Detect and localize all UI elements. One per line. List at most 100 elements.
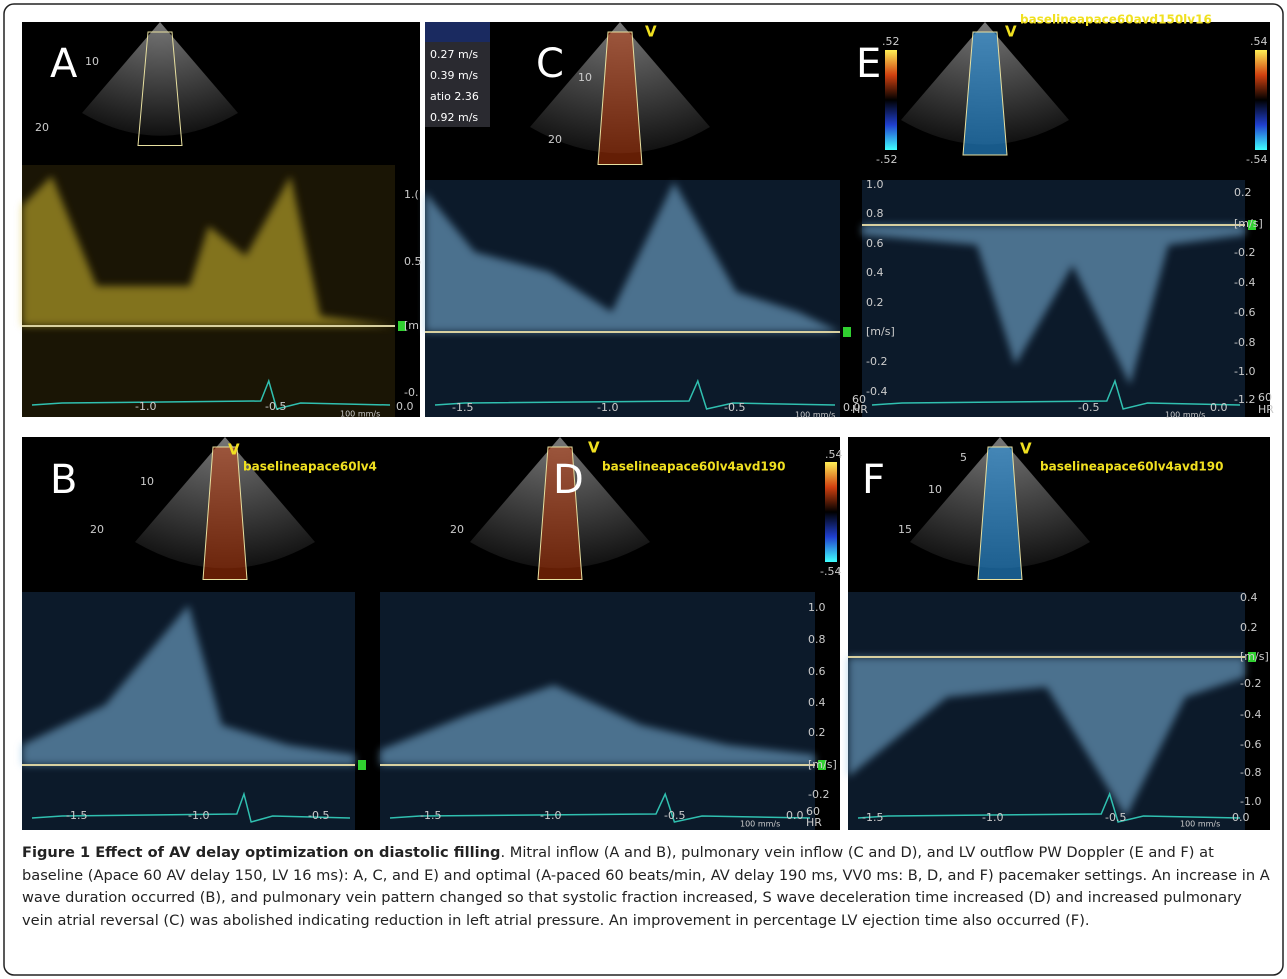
- panel-label: 100 mm/s: [740, 820, 780, 829]
- panel-label: 0.92 m/s: [430, 111, 478, 124]
- panel-label: [m/s]: [1234, 217, 1263, 230]
- panel-label: -.54: [1246, 153, 1267, 166]
- color-bar: [885, 50, 897, 150]
- panel-letter: F: [862, 457, 885, 503]
- panel-label: -0.5: [308, 809, 329, 822]
- panel-label: 5: [960, 451, 967, 464]
- panel-label: -1.0: [982, 811, 1003, 824]
- panel-label: 0.2: [1234, 186, 1252, 199]
- panel-label: 10: [578, 71, 592, 84]
- panel-label: 100 mm/s: [1165, 411, 1205, 420]
- panel-label: -0.5: [664, 809, 685, 822]
- panel-label: -1.0: [597, 401, 618, 414]
- panel-label: -1.5: [862, 811, 883, 824]
- panel-label: 100 mm/s: [1180, 820, 1220, 829]
- caption-title: Figure 1 Effect of AV delay optimization…: [22, 844, 500, 861]
- panel-label: -0.8: [1234, 336, 1255, 349]
- panel-label: -0.2: [1240, 677, 1261, 690]
- panel-label: -1.0: [188, 809, 209, 822]
- panel-letter: E: [856, 41, 881, 87]
- panel-label: baselineapace60lv4avd190: [602, 460, 785, 474]
- panel-label: 0.5: [404, 255, 422, 268]
- color-bar: [825, 462, 837, 562]
- panel-label: 100 mm/s: [795, 411, 835, 420]
- panel-label: 0.8: [808, 633, 826, 646]
- panel-label: -0.6: [1240, 738, 1261, 751]
- panel-label: 15: [898, 523, 912, 536]
- panel-label: 0.8: [866, 207, 884, 220]
- panel-label: 0.2: [1240, 621, 1258, 634]
- panel-label: -0.5: [724, 401, 745, 414]
- panel-label: -1.0: [1234, 365, 1255, 378]
- panel-label: -1.5: [452, 401, 473, 414]
- measurement-header: [425, 22, 490, 42]
- panel-label: -0.: [404, 386, 418, 399]
- figure-image: A10201.(0.5[m-0.-1.0-0.50.0100 mm/sC1020…: [0, 0, 1287, 979]
- panel-label: baselineapace60lv4: [243, 460, 377, 474]
- panel-label: -0.5: [1105, 811, 1126, 824]
- panel-label: [m/s]: [1240, 650, 1269, 663]
- panel-label: 0.6: [808, 665, 826, 678]
- panel-label: 20: [90, 523, 104, 536]
- panel-letter: A: [50, 41, 78, 87]
- panel-label: 0.2: [808, 726, 826, 739]
- doppler-strip: [862, 180, 1245, 417]
- panel-label: [m/s]: [808, 758, 837, 771]
- baseline-marker: [358, 760, 366, 770]
- baseline-marker: [843, 327, 851, 337]
- panel-label: 20: [450, 523, 464, 536]
- panel-label: -1.0: [540, 809, 561, 822]
- color-bar: [1255, 50, 1267, 150]
- panel-label: 1.0: [808, 601, 826, 614]
- panel-letter: D: [553, 457, 584, 503]
- panel-label: -1.5: [420, 809, 441, 822]
- panel-label: -0.5: [265, 400, 286, 413]
- panel-label: -0.5: [1078, 401, 1099, 414]
- panel-label: 20: [35, 121, 49, 134]
- panel-label: -1.2: [1234, 393, 1255, 406]
- panel-label: -0.8: [1240, 766, 1261, 779]
- figure: A10201.(0.5[m-0.-1.0-0.50.0100 mm/sC1020…: [0, 0, 1287, 979]
- panel-letter: B: [50, 457, 77, 503]
- panel-label: 0.0: [1210, 401, 1228, 414]
- panel-label: 0.4: [1240, 591, 1258, 604]
- panel-label: 0.4: [808, 696, 826, 709]
- panel-label: HR: [1258, 403, 1274, 416]
- panel-label: -1.0: [1240, 795, 1261, 808]
- panel-label: [m/s]: [866, 325, 895, 338]
- panel-label: 1.0: [866, 178, 884, 191]
- panel-label: .54: [1250, 35, 1268, 48]
- panel-label: -0.4: [866, 385, 887, 398]
- panel-label: 100 mm/s: [340, 410, 380, 419]
- panel-label: V: [645, 23, 657, 41]
- panel-label: 0.6: [866, 237, 884, 250]
- panel-label: 10: [928, 483, 942, 496]
- panel-label: .52: [882, 35, 900, 48]
- panel-label: -0.2: [1234, 246, 1255, 259]
- panel-label: 20: [548, 133, 562, 146]
- panel-label: .54: [825, 448, 843, 461]
- panel-label: V: [1005, 23, 1017, 41]
- panel-label: V: [588, 439, 600, 457]
- panel-label: -0.4: [1234, 276, 1255, 289]
- panel-label: 0.27 m/s: [430, 48, 478, 61]
- panel-label: 10: [85, 55, 99, 68]
- panel-label: -1.0: [135, 400, 156, 413]
- panel-label: 0.4: [866, 266, 884, 279]
- panel-label: 0.0: [396, 400, 414, 413]
- panel-label: atio 2.36: [430, 90, 479, 103]
- panel-label: -0.2: [866, 355, 887, 368]
- caption: Figure 1 Effect of AV delay optimization…: [22, 842, 1270, 932]
- panel-label: -0.6: [1234, 306, 1255, 319]
- panel-label: -0.2: [808, 788, 829, 801]
- panel-label: -.54: [820, 565, 841, 578]
- panel-label: -.52: [876, 153, 897, 166]
- panel-label: 0.0: [786, 809, 804, 822]
- panel-label: baselineapace60avd150lv16: [1020, 13, 1212, 27]
- panel-label: 1.(: [404, 188, 419, 201]
- panel-label: HR: [806, 816, 822, 829]
- panel-label: 0.2: [866, 296, 884, 309]
- panel-label: -0.4: [1240, 708, 1261, 721]
- panel-label: baselineapace60lv4avd190: [1040, 460, 1223, 474]
- panel-label: 0.39 m/s: [430, 69, 478, 82]
